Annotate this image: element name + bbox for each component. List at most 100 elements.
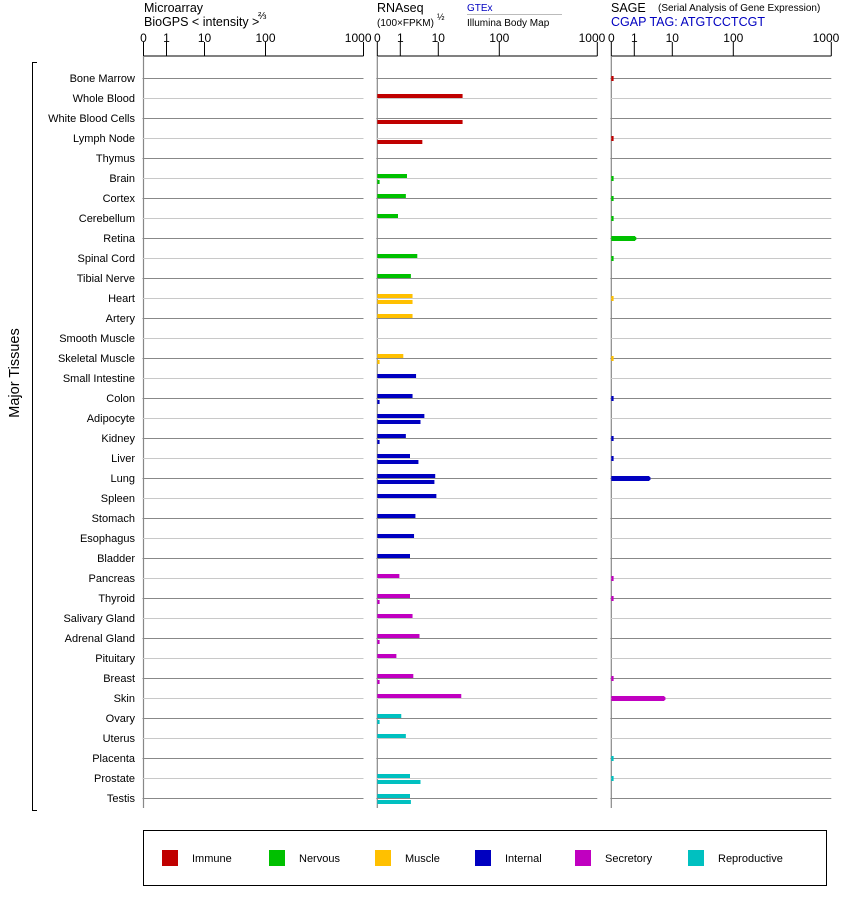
bar-gtex — [377, 174, 407, 178]
legend-swatch — [475, 850, 491, 866]
bar-gtex — [377, 214, 398, 218]
sage-tag: CGAP TAG: ATGTCCTCGT — [611, 15, 765, 29]
legend-label: Secretory — [605, 853, 653, 865]
bar-illumina — [377, 480, 435, 484]
rnaseq-exponent: ½ — [437, 12, 445, 22]
bar-gtex — [377, 194, 406, 198]
bar-gtex — [377, 714, 402, 718]
tissue-label: Tibial Nerve — [77, 273, 135, 285]
bar-gtex — [377, 314, 413, 318]
microarray-exponent: ⅔ — [258, 11, 267, 22]
gtex-series-label: GTEx — [467, 3, 493, 14]
tissue-label: Stomach — [92, 513, 135, 525]
tissue-label: Prostate — [94, 773, 135, 785]
sage-title-note: (Serial Analysis of Gene Expression) — [658, 3, 820, 14]
bar-gtex — [377, 514, 416, 518]
tissue-label: Esophagus — [80, 533, 136, 545]
bar-sage — [611, 676, 614, 681]
bar-gtex — [377, 694, 462, 698]
legend-label: Immune — [192, 853, 232, 865]
bar-gtex — [377, 474, 436, 478]
tissue-group-label: Major Tissues — [7, 328, 23, 417]
bar-illumina — [377, 120, 463, 124]
bar-gtex — [377, 794, 411, 798]
bar-illumina — [377, 460, 419, 464]
bar-illumina — [377, 800, 411, 804]
x-tick-label: 0 — [374, 31, 381, 45]
tissue-group-bracket — [32, 62, 37, 811]
bar-sage — [611, 696, 665, 701]
tissue-label: Lymph Node — [73, 133, 135, 145]
bar-sage — [611, 456, 614, 461]
tissue-label: Whole Blood — [73, 93, 135, 105]
x-tick-label: 100 — [489, 31, 509, 45]
bar-gtex — [377, 574, 400, 578]
tissue-label: Smooth Muscle — [59, 333, 135, 345]
illumina-series-label: Illumina Body Map — [467, 18, 550, 29]
bar-illumina — [377, 680, 380, 684]
bar-sage — [611, 596, 614, 601]
x-tick-label: 100 — [255, 31, 275, 45]
bar-sage — [611, 256, 614, 261]
x-tick-label: 10 — [198, 31, 212, 45]
tissue-label: Skeletal Muscle — [58, 353, 135, 365]
bar-sage — [611, 216, 614, 221]
tissue-label: Bone Marrow — [70, 73, 135, 85]
bar-gtex — [377, 674, 414, 678]
bar-sage — [611, 136, 614, 141]
tissue-label: Adipocyte — [87, 413, 135, 425]
rnaseq-subtitle: (100×FPKM) — [377, 18, 434, 29]
x-tick-label: 0 — [608, 31, 615, 45]
legend-label: Internal — [505, 853, 542, 865]
x-tick-label: 10 — [666, 31, 680, 45]
tissue-label: Placenta — [92, 753, 136, 765]
bar-gtex — [377, 554, 411, 558]
bar-illumina — [377, 720, 380, 724]
bar-illumina — [377, 400, 380, 404]
bar-sage — [611, 776, 614, 781]
bar-gtex — [377, 94, 463, 98]
tissue-label: Thyroid — [98, 593, 135, 605]
bar-gtex — [377, 434, 406, 438]
bar-illumina — [377, 140, 423, 144]
tissue-label: Testis — [107, 793, 136, 805]
legend-label: Nervous — [299, 853, 340, 865]
bar-illumina — [377, 600, 380, 604]
legend-swatch — [688, 850, 704, 866]
tissue-label: Pituitary — [95, 653, 135, 665]
bar-sage — [611, 756, 614, 761]
legend-label: Reproductive — [718, 853, 783, 865]
x-tick-label: 1 — [397, 31, 404, 45]
bar-gtex — [377, 414, 425, 418]
tissue-label: Retina — [103, 233, 136, 245]
bar-sage — [611, 76, 614, 81]
tissue-label: Bladder — [97, 553, 135, 565]
tissue-label: Salivary Gland — [63, 613, 135, 625]
tissue-label: Spleen — [101, 493, 135, 505]
legend-swatch — [162, 850, 178, 866]
x-tick-label: 1000 — [813, 31, 840, 45]
x-tick-label: 10 — [432, 31, 446, 45]
bar-gtex — [377, 374, 417, 378]
x-tick-label: 100 — [723, 31, 743, 45]
bar-sage-cap — [648, 477, 651, 480]
microarray-title: Microarray — [144, 1, 204, 15]
bar-illumina — [377, 780, 421, 784]
tissue-label: Cortex — [103, 193, 136, 205]
legend-box — [143, 830, 827, 886]
x-tick-label: 1000 — [345, 31, 372, 45]
bar-gtex — [377, 654, 397, 658]
tissue-label: Heart — [108, 293, 135, 305]
tissue-label: Uterus — [103, 733, 136, 745]
tissue-label: Breast — [103, 673, 135, 685]
tissue-label: Small Intestine — [63, 373, 135, 385]
bar-sage — [611, 576, 614, 581]
bar-sage — [611, 396, 614, 401]
bar-gtex — [377, 294, 413, 298]
tissue-label: Spinal Cord — [78, 253, 135, 265]
tissue-label: Pancreas — [89, 573, 136, 585]
tissue-label: Artery — [106, 313, 136, 325]
legend-swatch — [575, 850, 591, 866]
bar-illumina — [377, 360, 380, 364]
